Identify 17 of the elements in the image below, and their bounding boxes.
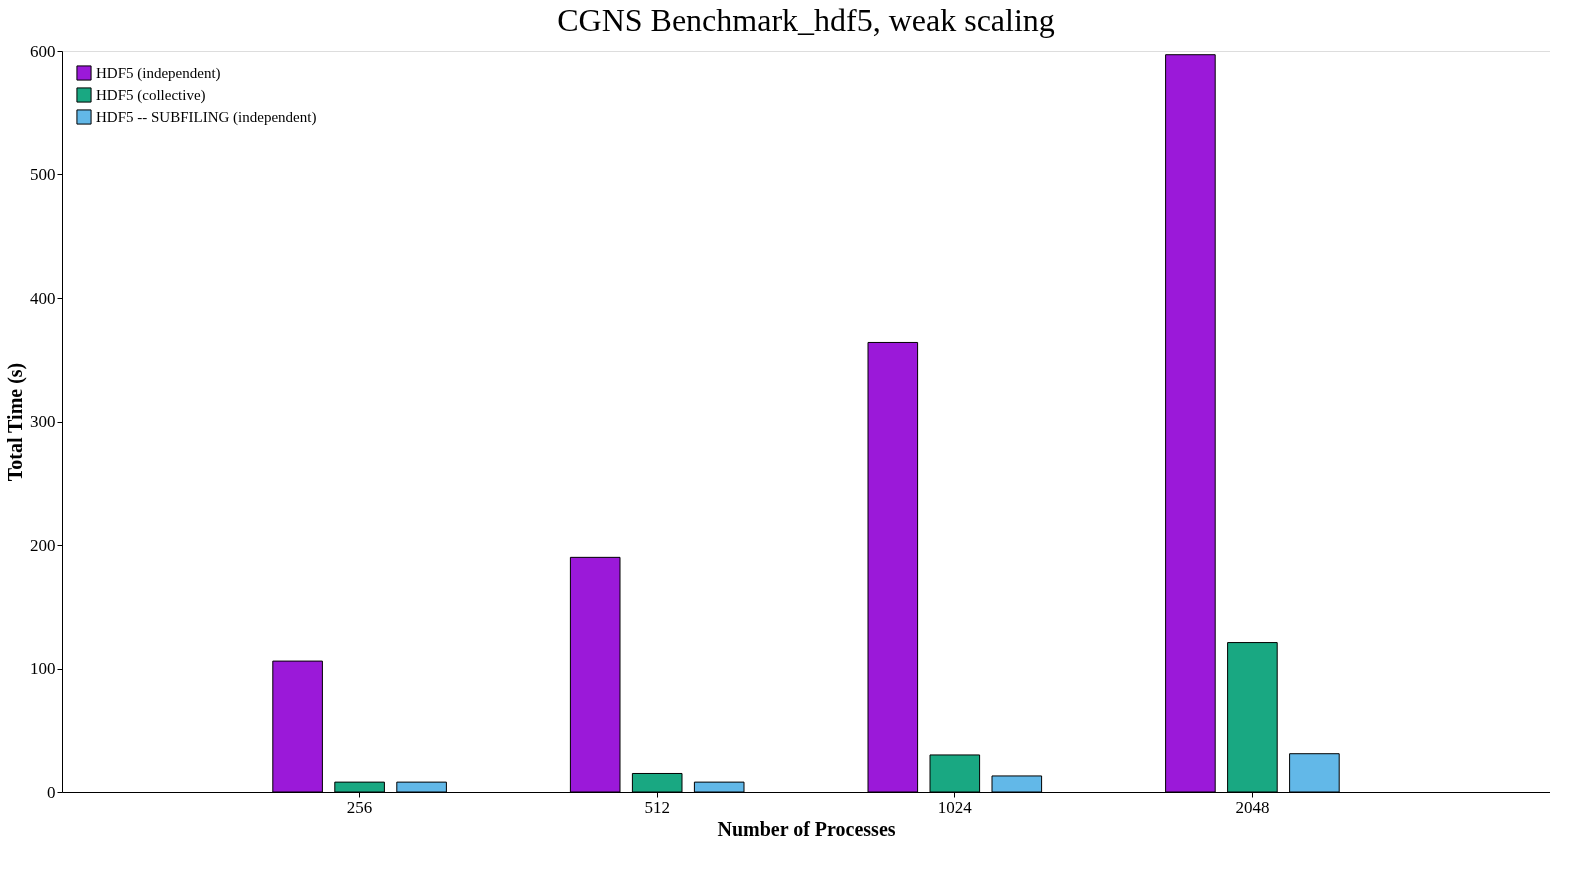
x-tick-label: 256 <box>346 797 373 817</box>
chart-title: CGNS Benchmark_hdf5, weak scaling <box>557 2 1055 38</box>
y-tick-label: 100 <box>30 659 56 678</box>
y-tick-label: 400 <box>30 288 56 308</box>
y-tick-label: 500 <box>30 165 56 184</box>
y-tick-label: 0 <box>47 782 56 802</box>
legend-label: HDF5 (collective) <box>96 87 206 104</box>
y-tick-label: 200 <box>30 535 56 555</box>
y-tick-label: 600 <box>30 41 56 61</box>
y-tick-label: 300 <box>30 412 56 431</box>
x-tick-label: 2048 <box>1235 797 1270 817</box>
legend-label: HDF5 (independent) <box>96 65 221 82</box>
x-tick-label: 512 <box>644 797 670 817</box>
x-axis-title: Number of Processes <box>717 817 896 840</box>
legend-label: HDF5 -- SUBFILING (independent) <box>96 109 317 126</box>
x-tick-label: 1024 <box>937 797 973 817</box>
y-axis-title: Total Time (s) <box>4 362 27 482</box>
